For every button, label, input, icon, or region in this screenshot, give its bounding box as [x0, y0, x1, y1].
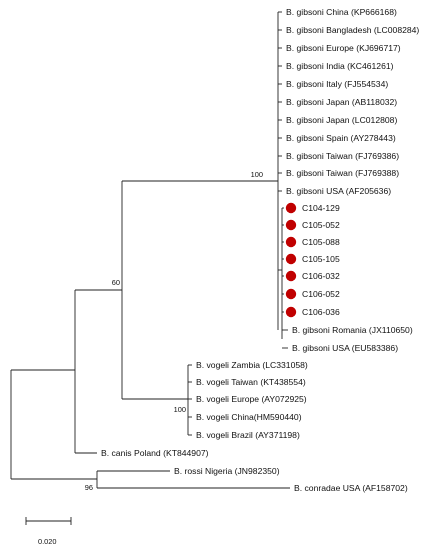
leaf-labels: B. gibsoni China (KP666168) B. gibsoni Ba… [101, 7, 419, 493]
leaf-label: B. gibsoni China (KP666168) [286, 7, 397, 17]
sample-marker-dot [285, 253, 297, 265]
leaf-label: B. gibsoni Europe (KJ696717) [286, 43, 401, 53]
leaf-label: B. rossi Nigeria (JN982350) [174, 466, 280, 476]
leaf-label: B. gibsoni USA (AF205636) [286, 186, 391, 196]
leaf-label: B. vogeli Europe (AY072925) [196, 394, 307, 404]
leaf-label: B. gibsoni Japan (LC012808) [286, 115, 397, 125]
support-value-gibsoni-clade: 100 [251, 170, 263, 179]
sample-marker-dot [285, 306, 297, 318]
leaf-label: C106-036 [302, 307, 340, 317]
leaf-label: B. canis Poland (KT844907) [101, 448, 209, 458]
leaf-label: B. gibsoni Bangladesh (LC008284) [286, 25, 419, 35]
sample-marker-dot [285, 219, 297, 231]
tree-branches [10, 11, 290, 489]
leaf-label: B. conradae USA (AF158702) [294, 483, 408, 493]
sample-marker-dot [285, 236, 297, 248]
sample-marker-dot [285, 202, 297, 214]
leaf-label: C105-088 [302, 237, 340, 247]
leaf-label: B. gibsoni Japan (AB118032) [286, 97, 397, 107]
leaf-label: B. vogeli Zambia (LC331058) [196, 360, 308, 370]
leaf-label: B. gibsoni Spain (AY278443) [286, 133, 396, 143]
leaf-label: B. gibsoni USA (EU583386) [292, 343, 398, 353]
leaf-label: C104-129 [302, 203, 340, 213]
leaf-label: C105-105 [302, 254, 340, 264]
sample-markers [285, 202, 297, 318]
support-value-gibsoni-vogeli: 60 [112, 278, 120, 287]
support-value-rossi-conradae: 96 [85, 483, 93, 492]
sample-marker-dot [285, 288, 297, 300]
leaf-label: C106-032 [302, 271, 340, 281]
support-value-vogeli-clade: 100 [174, 405, 186, 414]
leaf-label: B. gibsoni Taiwan (FJ769386) [286, 151, 399, 161]
leaf-label: B. vogeli Taiwan (KT438554) [196, 377, 306, 387]
scale-bar: 0.020 [25, 517, 72, 546]
leaf-label: B. vogeli Brazil (AY371198) [196, 430, 300, 440]
scale-bar-label: 0.020 [38, 537, 57, 546]
leaf-label: B. gibsoni Taiwan (FJ769388) [286, 168, 399, 178]
leaf-label: B. gibsoni India (KC461261) [286, 61, 394, 71]
leaf-label: B. gibsoni Romania (JX110650) [292, 325, 413, 335]
sample-marker-dot [285, 270, 297, 282]
leaf-label: C105-052 [302, 220, 340, 230]
leaf-label: B. gibsoni Italy (FJ554534) [286, 79, 388, 89]
leaf-label: B. vogeli China(HM590440) [196, 412, 302, 422]
leaf-label: C106-052 [302, 289, 340, 299]
